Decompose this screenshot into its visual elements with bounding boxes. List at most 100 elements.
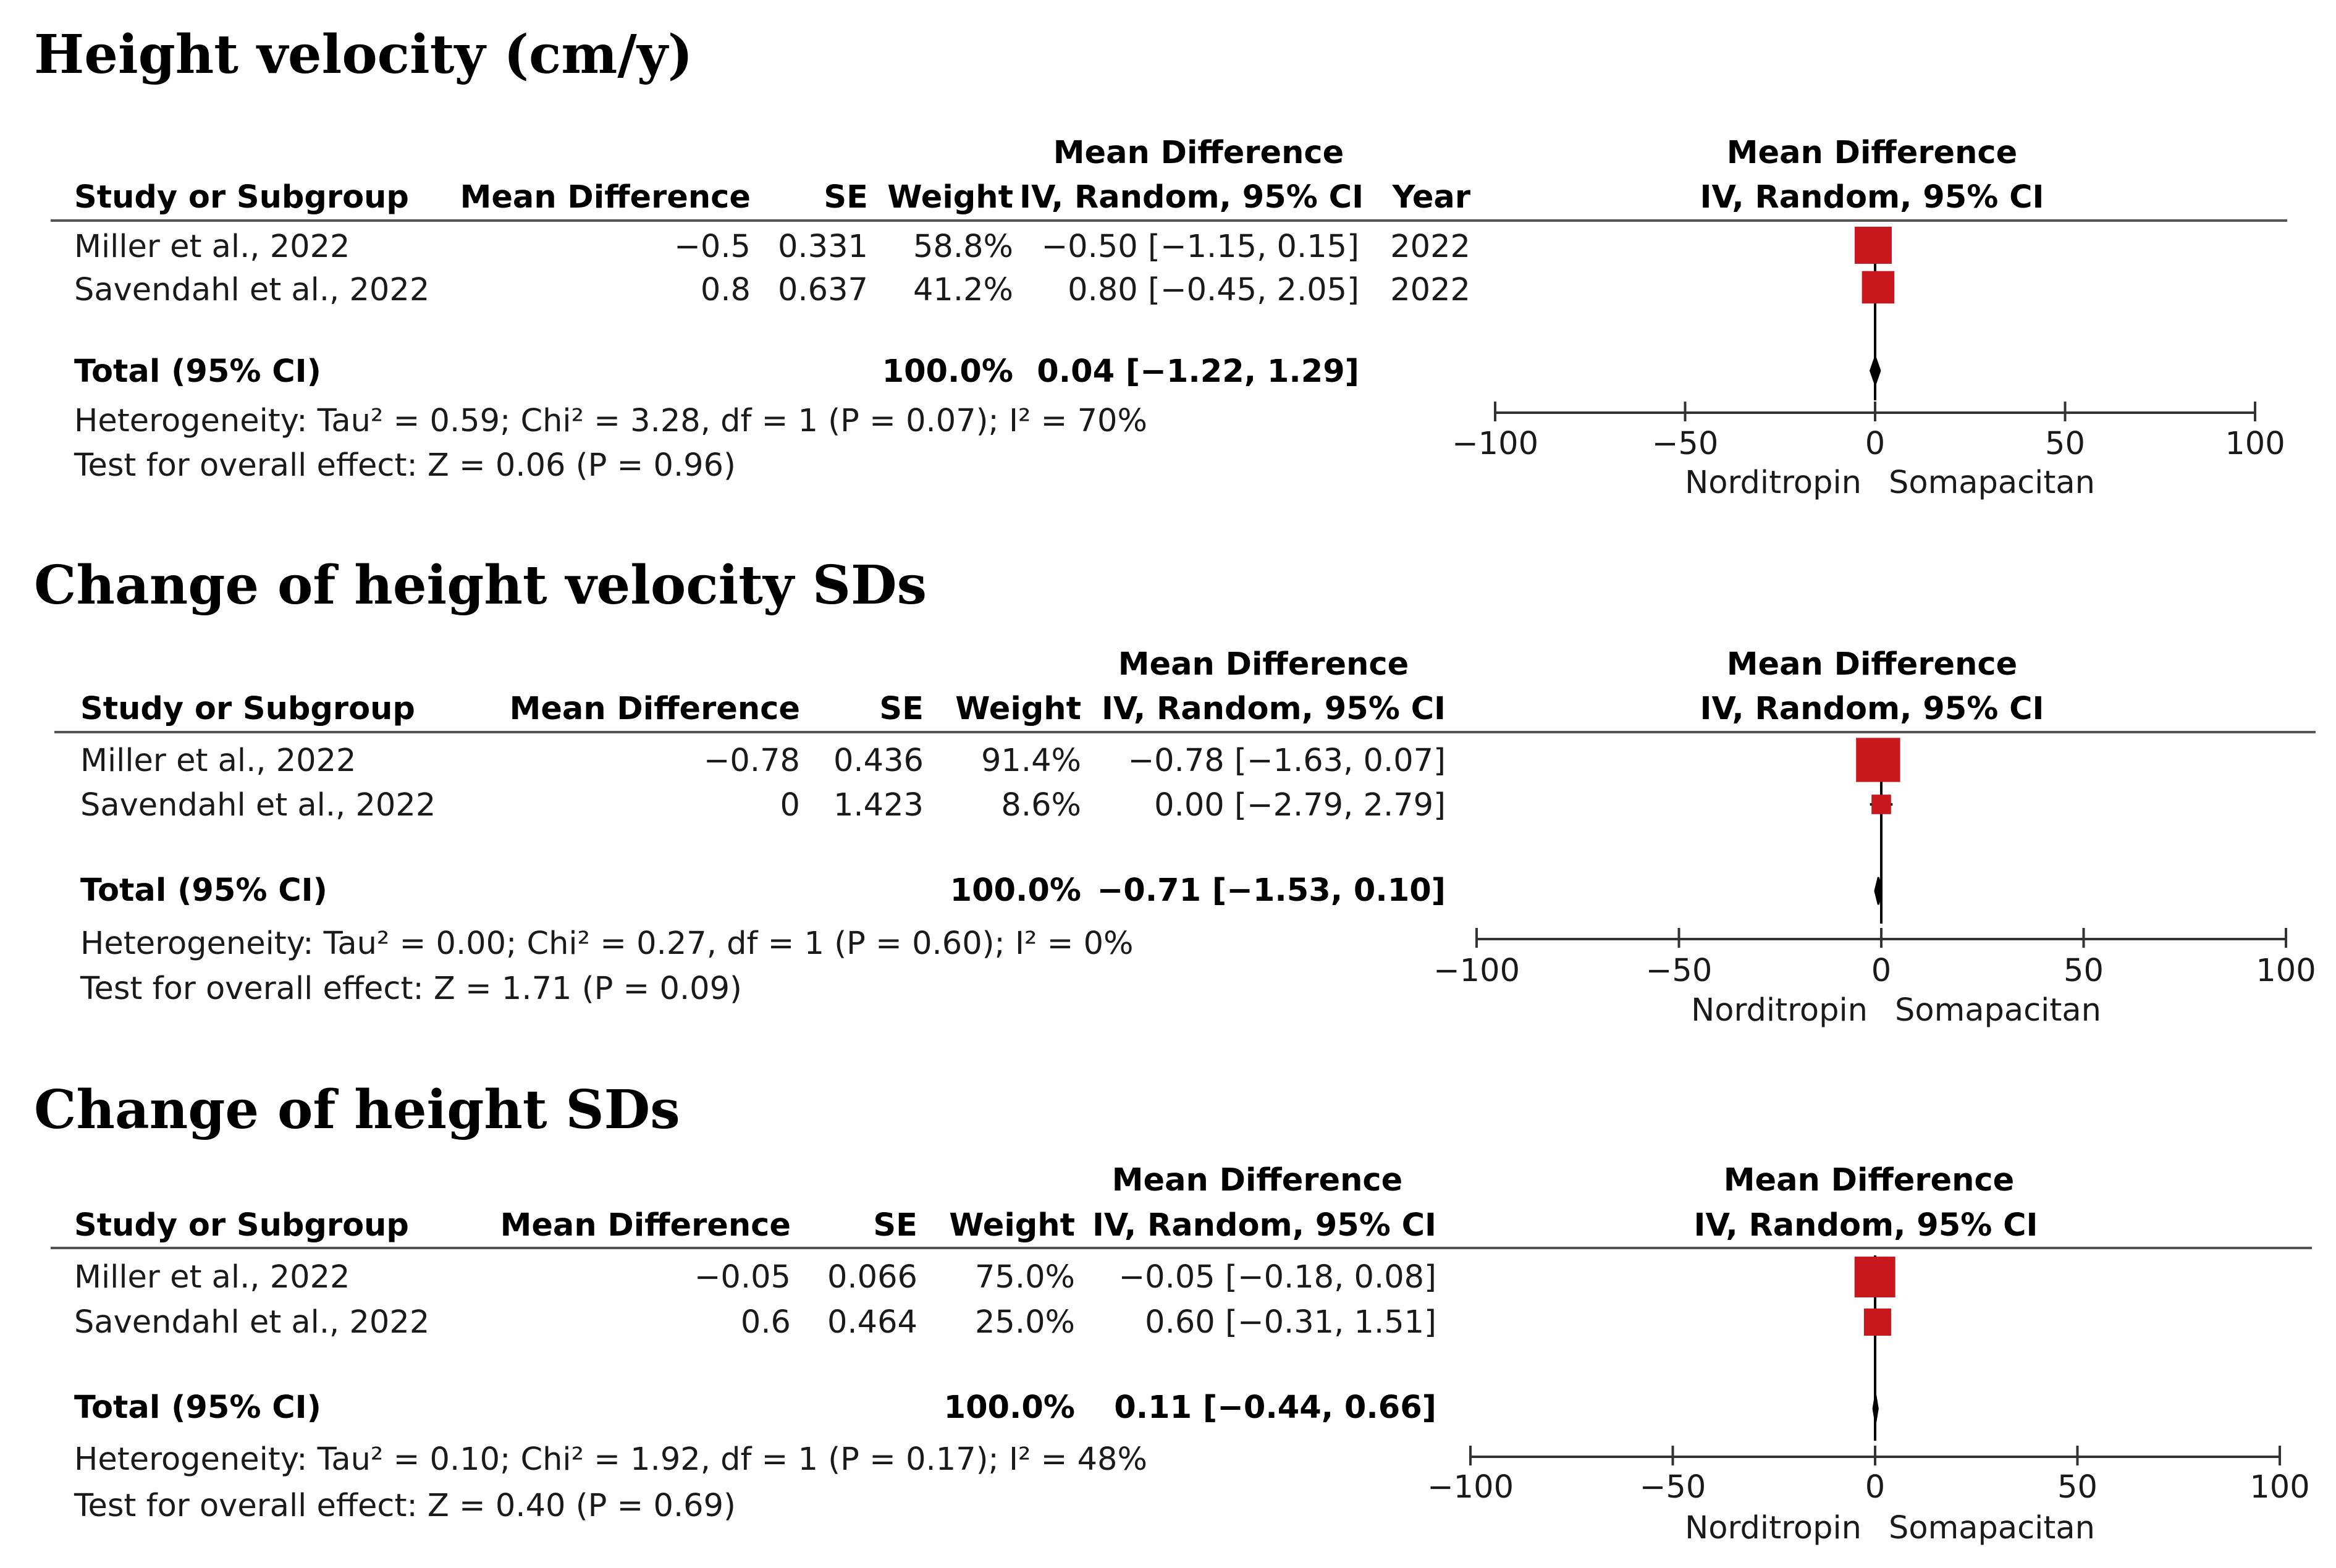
year-value: 2022 [1390,272,1470,308]
ci-value: −0.05 [−0.18, 0.08] [1118,1259,1436,1296]
x-tick-label: −50 [1646,953,1713,989]
ci-value: 0.80 [−0.45, 2.05] [1068,272,1359,308]
header-se: SE [873,1207,917,1244]
ci-value: −0.50 [−1.15, 0.15] [1041,229,1359,265]
overall-effect-text: Test for overall effect: Z = 1.71 (P = 0… [80,971,742,1007]
favours-right-label: Somapacitan [1895,992,2101,1029]
study-name: Savendahl et al., 2022 [80,787,436,824]
header-study: Study or Subgroup [74,1207,409,1244]
x-tick-label: 50 [2045,426,2085,462]
heterogeneity-text: Heterogeneity: Tau² = 0.10; Chi² = 1.92,… [74,1441,1147,1478]
panel-title: Change of height SDs [34,1079,680,1141]
study-square-marker [1854,226,1892,264]
mean-difference-value: −0.05 [694,1259,791,1296]
header-weight: Weight [955,691,1081,727]
mean-difference-value: −0.5 [674,229,751,265]
header-plot-top: Mean Difference [1726,646,2018,683]
header-plot-top: Mean Difference [1726,135,2018,171]
mean-difference-value: −0.78 [703,743,800,779]
se-value: 0.066 [827,1259,917,1296]
ci-value: 0.60 [−0.31, 1.51] [1145,1304,1436,1341]
study-name: Miller et al., 2022 [80,743,356,779]
study-name: Miller et al., 2022 [74,229,350,265]
x-tick-label: −50 [1652,426,1719,462]
overall-effect-text: Test for overall effect: Z = 0.06 (P = 0… [74,447,736,484]
weight-value: 25.0% [974,1304,1075,1341]
mean-difference-value: 0.6 [740,1304,791,1341]
header-weight: Weight [887,179,1013,216]
heterogeneity-text: Heterogeneity: Tau² = 0.00; Chi² = 0.27,… [80,925,1134,962]
header-divider [51,1247,2312,1249]
header-plot-bottom: IV, Random, 95% CI [1693,1207,2038,1244]
panel-title: Height velocity (cm/y) [34,23,693,86]
mean-difference-value: 0 [780,787,800,824]
header-divider [51,219,2287,222]
favours-left-label: Norditropin [1691,992,1868,1029]
weight-value: 8.6% [1001,787,1081,824]
x-tick-label: 50 [2057,1469,2098,1506]
total-diamond [1874,877,1883,905]
total-ci: 0.11 [−0.44, 0.66] [1114,1389,1436,1426]
study-square-marker [1856,738,1900,782]
overall-effect-text: Test for overall effect: Z = 0.40 (P = 0… [74,1488,736,1524]
se-value: 0.464 [827,1304,917,1341]
favours-left-label: Norditropin [1685,1510,1862,1546]
header-plot-bottom: IV, Random, 95% CI [1700,179,2044,216]
ci-value: −0.78 [−1.63, 0.07] [1128,743,1446,779]
forest-plot: −100 −50 0 50 100 Norditropin Somapacitan [1433,738,2316,1029]
favours-right-label: Somapacitan [1889,1510,2095,1546]
total-diamond [1872,1394,1879,1423]
heterogeneity-text: Heterogeneity: Tau² = 0.59; Chi² = 3.28,… [74,403,1147,439]
total-weight: 100.0% [882,353,1013,390]
header-mean-difference: Mean Difference [460,179,751,216]
total-diamond [1869,354,1881,387]
header-weight: Weight [949,1207,1075,1244]
header-plot-bottom: IV, Random, 95% CI [1700,691,2044,727]
study-square-marker [1863,1309,1891,1336]
header-ci-top: Mean Difference [1118,646,1409,683]
header-ci-top: Mean Difference [1111,1162,1403,1199]
panel-title: Change of height velocity SDs [34,554,927,617]
se-value: 0.637 [777,272,868,308]
favours-right-label: Somapacitan [1889,465,2095,501]
header-study: Study or Subgroup [74,179,409,216]
weight-value: 91.4% [980,743,1081,779]
x-tick-label: 50 [2064,953,2104,989]
se-value: 0.436 [833,743,924,779]
total-weight: 100.0% [950,872,1081,909]
header-se: SE [824,179,868,216]
x-tick-label: −100 [1427,1469,1514,1506]
study-name: Savendahl et al., 2022 [74,1304,430,1341]
header-mean-difference: Mean Difference [500,1207,791,1244]
x-tick-label: 0 [1865,1469,1885,1506]
x-tick-label: −100 [1452,426,1538,462]
study-square-marker [1871,795,1891,814]
header-ci-top: Mean Difference [1053,135,1344,171]
study-name: Miller et al., 2022 [74,1259,350,1296]
x-tick-label: −100 [1433,953,1520,989]
header-plot-top: Mean Difference [1723,1162,2015,1199]
x-tick-label: 100 [2256,953,2316,989]
total-label: Total (95% CI) [74,353,321,390]
total-weight: 100.0% [943,1389,1075,1426]
header-ci-bottom: IV, Random, 95% CI [1019,179,1364,216]
year-value: 2022 [1390,229,1470,265]
header-ci-bottom: IV, Random, 95% CI [1101,691,1446,727]
se-value: 1.423 [833,787,924,824]
total-ci: −0.71 [−1.53, 0.10] [1097,872,1446,909]
header-ci-bottom: IV, Random, 95% CI [1092,1207,1436,1244]
header-divider [54,731,2316,733]
weight-value: 41.2% [913,272,1013,308]
total-label: Total (95% CI) [80,872,327,909]
ci-value: 0.00 [−2.79, 2.79] [1154,787,1446,824]
header-se: SE [879,691,924,727]
study-square-marker [1854,1257,1895,1297]
weight-value: 58.8% [913,229,1013,265]
total-label: Total (95% CI) [74,1389,321,1426]
header-mean-difference: Mean Difference [509,691,800,727]
study-square-marker [1862,271,1895,304]
forest-plot: −100 −50 0 50 100 Norditropin Somapacitan [1452,226,2285,501]
weight-value: 75.0% [974,1259,1075,1296]
x-tick-label: 100 [2225,426,2285,462]
